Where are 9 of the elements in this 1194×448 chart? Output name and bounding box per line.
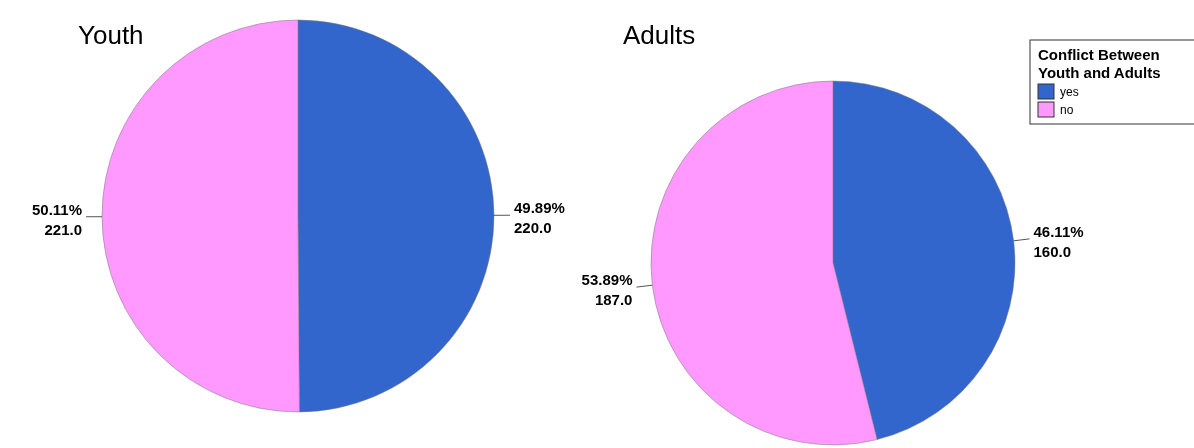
data-label: 53.89% 187.0 bbox=[581, 271, 633, 309]
chart-title: Adults bbox=[623, 20, 696, 50]
legend-label: yes bbox=[1060, 85, 1079, 99]
legend-title: Conflict Between Youth and Adults bbox=[1038, 46, 1161, 81]
data-label: 50.11% 221.0 bbox=[31, 200, 82, 238]
chart-title: Youth bbox=[78, 20, 144, 50]
data-label: 46.11% 160.0 bbox=[1033, 222, 1084, 260]
legend-label: no bbox=[1060, 103, 1074, 117]
data-label: 49.89% 220.0 bbox=[514, 199, 565, 237]
